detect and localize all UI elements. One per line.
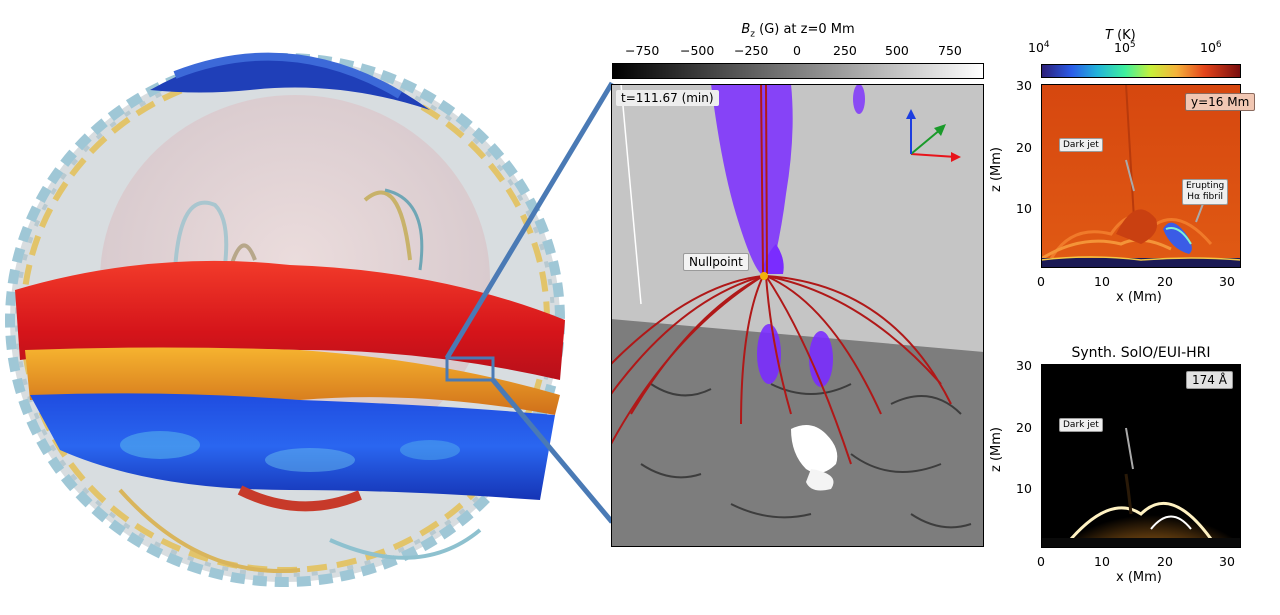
temperature-colorbar-title: T (K): [1105, 28, 1136, 43]
bz-tick: −250: [734, 43, 769, 58]
temp-ylabel: z (Mm): [989, 147, 1004, 192]
bz-colorbar-label: Bz (G) at z=0 Mm: [741, 22, 855, 40]
euv-ytick: 10: [1016, 481, 1032, 496]
bz-colorbar-ticks: −750 −500 −250 0 250 500 750: [612, 43, 984, 58]
temp-ytick: 20: [1016, 140, 1032, 155]
bz-tick: 750: [938, 43, 962, 58]
bz-tick: 250: [833, 43, 857, 58]
temp-xtick: 30: [1219, 274, 1235, 289]
bz-tick: 500: [885, 43, 909, 58]
euv-ylabel: z (Mm): [989, 427, 1004, 472]
temperature-colorbar: [1041, 64, 1241, 78]
temp-tick: 104: [1028, 40, 1050, 56]
temp-ytick: 10: [1016, 201, 1032, 216]
euv-xtick: 20: [1157, 554, 1173, 569]
euv-xtick: 30: [1219, 554, 1235, 569]
temp-ytick: 30: [1016, 78, 1032, 93]
bz-tick: 0: [793, 43, 801, 58]
euv-title: Synth. SolO/EUI-HRI: [1071, 345, 1211, 361]
temp-xtick: 20: [1157, 274, 1173, 289]
annotation-dark-jet: Dark jet: [1059, 418, 1103, 432]
euv-xtick: 10: [1094, 554, 1110, 569]
temp-xlabel: x (Mm): [1116, 290, 1162, 305]
temp-xtick: 10: [1094, 274, 1110, 289]
temperature-slice-image: [1041, 84, 1241, 268]
bz-tick: −500: [680, 43, 715, 58]
jet-3d-render: [611, 84, 984, 547]
temp-tick: 105: [1114, 40, 1136, 56]
euv-xtick: 0: [1037, 554, 1045, 569]
global-fieldline-sphere: [5, 52, 565, 587]
euv-xlabel: x (Mm): [1116, 570, 1162, 585]
euv-ytick: 30: [1016, 358, 1032, 373]
bz-tick: −750: [625, 43, 660, 58]
wavelength-label: 174 Å: [1186, 371, 1233, 389]
temp-xtick: 0: [1037, 274, 1045, 289]
time-label: t=111.67 (min): [616, 90, 719, 106]
annotation-dark-jet: Dark jet: [1059, 138, 1103, 152]
temp-tick: 106: [1200, 40, 1222, 56]
nullpoint-label: Nullpoint: [683, 253, 749, 271]
slice-label: y=16 Mm: [1185, 93, 1256, 111]
bz-colorbar: [612, 63, 984, 79]
annotation-erupting-fibril: Erupting Hα fibril: [1182, 179, 1229, 205]
euv-ytick: 20: [1016, 420, 1032, 435]
euv-synthetic-image: [1041, 364, 1241, 548]
